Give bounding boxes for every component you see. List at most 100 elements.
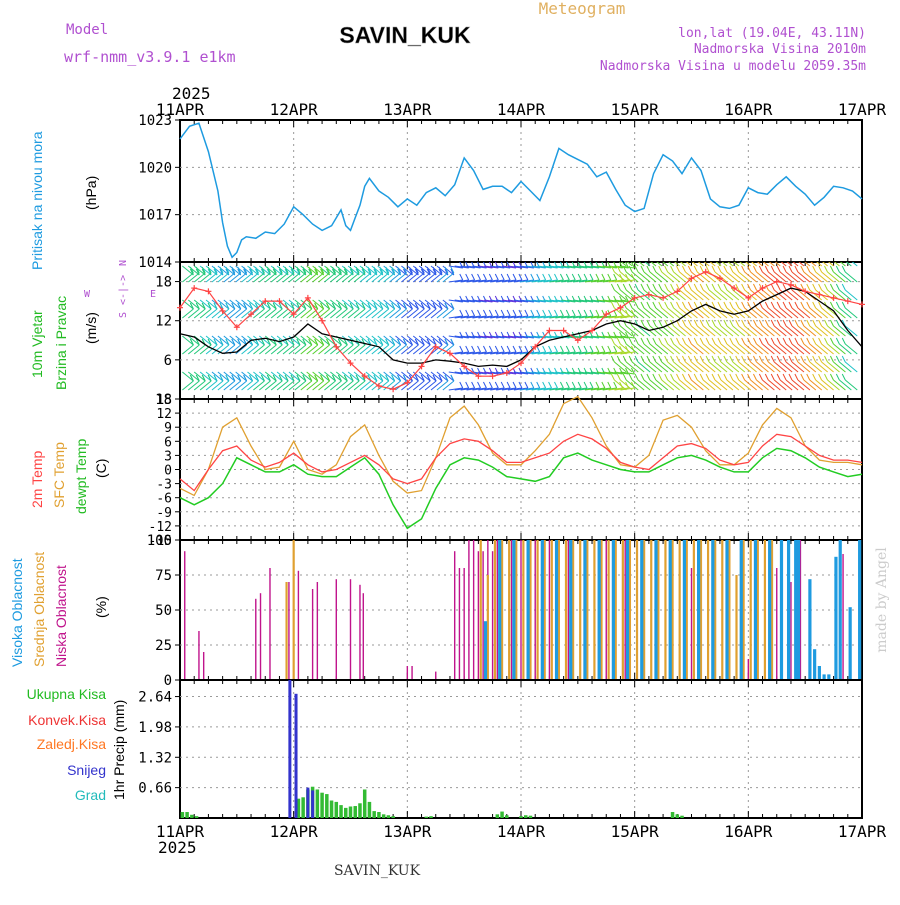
wind-barb-flag: [759, 250, 762, 256]
wind-barb: [702, 379, 716, 391]
wind-barb: [531, 387, 546, 391]
wind-barb: [187, 335, 200, 346]
wind-barb: [448, 265, 463, 269]
wind-barb-flag: [688, 250, 691, 256]
wind-barb: [797, 307, 811, 319]
cloud-bar: [714, 540, 717, 680]
wind-barb: [264, 272, 277, 283]
cloud-bar: [628, 540, 632, 680]
bottom-date-label: 14APR: [497, 822, 546, 841]
wind-barb-flag: [670, 373, 675, 381]
wind-barb: [247, 299, 259, 310]
wind-barb: [578, 279, 594, 283]
wind-barb-flag: [723, 301, 728, 309]
wind-barb-flag: [735, 301, 740, 309]
wind-barb: [667, 289, 680, 301]
wind-barb: [247, 344, 259, 355]
wind-barb: [567, 265, 582, 269]
wind-barb: [668, 262, 675, 267]
wind-barb-flag: [420, 266, 425, 274]
wind-barb: [661, 361, 675, 373]
wind-barb: [809, 379, 823, 391]
cloud-bar: [498, 540, 502, 680]
wind-barb: [803, 271, 817, 283]
wind-barb-flag: [459, 381, 464, 389]
precip-bar: [424, 816, 429, 818]
wind-barb: [442, 344, 455, 355]
wind-barb: [270, 344, 283, 355]
wind-barb: [632, 262, 639, 267]
wind-barb-flag: [583, 309, 588, 317]
wind-barb: [631, 379, 645, 391]
wind-barb: [270, 308, 283, 319]
wind-barb-flag: [687, 319, 692, 327]
wind-barb-flag: [764, 319, 769, 327]
wind-barb-flag: [314, 374, 319, 382]
wind-barb: [501, 387, 517, 391]
wind-barb-flag: [438, 374, 443, 382]
wind-barb: [199, 308, 212, 319]
wind-barb: [673, 343, 686, 355]
cloud-unit: (%): [93, 596, 109, 618]
wind-barb-flag: [189, 266, 194, 274]
wind-barb: [596, 279, 611, 283]
compass-e: E: [150, 289, 156, 300]
cloud-bar: [607, 540, 610, 680]
wind-barb-flag: [548, 345, 553, 353]
wind-barb-flag: [747, 355, 751, 363]
bottom-date-label: 11APR: [156, 822, 205, 841]
wind-barb-flag: [249, 266, 254, 274]
wind-barb-flag: [652, 373, 657, 381]
wind-barb: [732, 325, 746, 337]
wind-barb: [513, 299, 528, 303]
wind-barb-flag: [770, 301, 775, 309]
wind-barb-flag: [622, 373, 627, 381]
cloud-bar: [297, 570, 300, 680]
cloud-bar: [526, 540, 530, 680]
wind-barb-flag: [628, 355, 633, 363]
wind-barb: [726, 379, 740, 391]
wind-barb: [625, 307, 639, 319]
wind-barb: [496, 265, 511, 269]
wind-barb-flag: [465, 273, 470, 281]
wind-barb-flag: [676, 283, 680, 291]
wind-barb: [739, 262, 746, 267]
wind-barb: [844, 289, 858, 301]
wind-barb: [442, 308, 455, 319]
wind-barb: [460, 335, 475, 339]
wind-barb-flag: [189, 338, 194, 346]
wind-barb: [773, 361, 787, 373]
wind-barb-flag: [189, 302, 194, 310]
wind-barb: [484, 265, 499, 269]
wind-barb-flag: [782, 337, 787, 345]
wind-barb: [785, 325, 799, 337]
wind-barb: [454, 265, 469, 269]
wind-barb: [596, 371, 611, 375]
wind-barb: [821, 325, 834, 337]
wind-barb: [312, 380, 324, 391]
wind-barb: [661, 307, 675, 319]
wind-barb: [377, 344, 390, 355]
wind-barb: [519, 371, 534, 375]
cloud-bar: [749, 540, 752, 680]
pressure-series-line: [179, 122, 863, 259]
wind-barb: [827, 271, 840, 283]
wind-barb-flag: [548, 381, 553, 389]
cloud-ytick-label: 100: [147, 533, 172, 549]
wind-barb: [211, 272, 224, 283]
precip-bar: [372, 811, 376, 818]
wind-barb: [460, 371, 475, 375]
wind-barb: [839, 271, 852, 283]
wind-barb: [620, 351, 635, 355]
wind-barb: [365, 308, 378, 319]
wind-barb: [821, 271, 834, 283]
wind-barb-flag: [320, 302, 325, 310]
precip-bar: [294, 693, 298, 818]
wind-barb-flag: [542, 309, 547, 317]
wind-barb: [845, 262, 852, 267]
wind-barb: [726, 271, 740, 283]
wind-barb: [827, 379, 840, 391]
wind-barb-flag: [500, 381, 505, 389]
wind-barb-flag: [201, 302, 206, 310]
